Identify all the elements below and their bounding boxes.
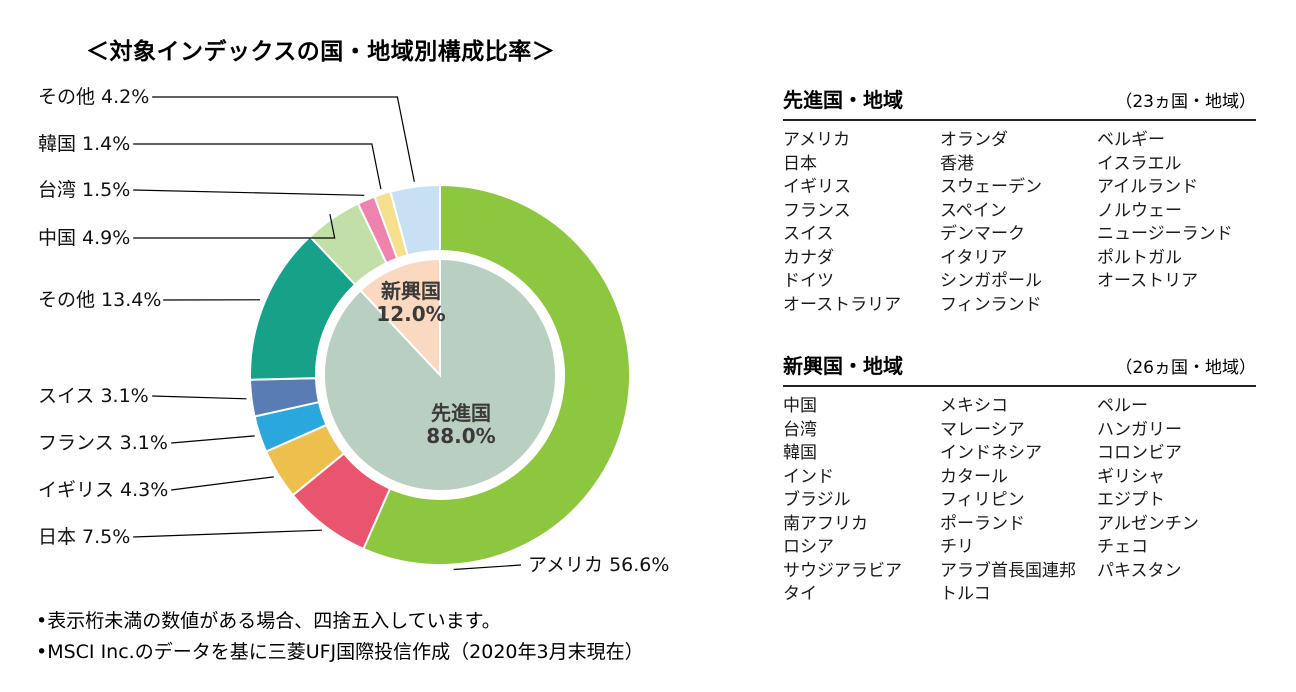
leader-line xyxy=(453,564,522,571)
leader-line xyxy=(133,189,365,196)
footnote-rounding: •表示桁未満の数値がある場合、四捨五入しています。 xyxy=(36,610,501,632)
slice-label: 韓国 1.4% xyxy=(38,133,130,155)
inner-slice-name: 先進国 xyxy=(431,401,491,425)
country-item: 中国 xyxy=(783,396,817,416)
country-item: オランダ xyxy=(940,130,1008,150)
footnotes: •表示桁未満の数値がある場合、四捨五入しています。 •MSCI Inc.のデータ… xyxy=(36,606,644,668)
slice-label: スイス 3.1% xyxy=(38,385,149,407)
country-item: スウェーデン xyxy=(940,177,1042,197)
country-item: ポーランド xyxy=(940,513,1025,534)
country-item: タイ xyxy=(783,584,817,604)
slice-label: 台湾 1.5% xyxy=(38,179,130,201)
country-item: アラブ首長国連邦 xyxy=(940,560,1076,581)
inner-slice-name: 新興国 xyxy=(381,279,441,303)
developed-countries-table: 先進国・地域 （23ヵ国・地域） アメリカ日本イギリスフランススイスカナダドイツ… xyxy=(783,84,1256,317)
country-column: ペルーハンガリーコロンビアギリシャエジプトアルゼンチン チェコパキスタン xyxy=(1097,395,1254,607)
country-column: ベルギーイスラエルアイルランド ノルウェーニュージーランド ポルトガルオーストリア xyxy=(1097,129,1254,317)
country-item: 韓国 xyxy=(783,443,817,463)
country-item: カナダ xyxy=(783,247,834,268)
country-item: 台湾 xyxy=(783,419,817,440)
outer-ring-slice xyxy=(389,183,441,257)
leader-line xyxy=(152,395,247,400)
country-item: チリ xyxy=(940,537,974,557)
country-item: カタール xyxy=(940,466,1008,487)
country-item: ペルー xyxy=(1097,396,1148,416)
leader-line xyxy=(171,476,274,491)
country-item: アルゼンチン xyxy=(1097,513,1199,534)
developed-country-list: アメリカ 日本 イギリス フランス スイス カナダ ドイツ オーストラリア オランダ 香港 スウェー… xyxy=(783,121,1256,317)
inner-slice-value: 12.0% xyxy=(376,302,445,326)
country-item: オーストリア xyxy=(1097,271,1199,291)
footnote-source: •MSCI Inc.のデータを基に三菱UFJ国際投信作成（2020年3月末現在） xyxy=(36,641,644,663)
country-item: シンガポール xyxy=(940,271,1042,291)
developed-table-count: （23ヵ国・地域） xyxy=(1115,92,1256,112)
country-item: デンマーク xyxy=(940,224,1025,244)
country-item: メキシコ xyxy=(940,396,1008,416)
country-item: アイルランド xyxy=(1097,177,1199,197)
country-item: 南アフリカ xyxy=(783,513,868,534)
leader-line xyxy=(171,435,255,444)
country-column: 中国台湾韓国インドブラジル南アフリカロシアサウジアラビア タイ xyxy=(783,395,940,607)
country-item: パキスタン xyxy=(1097,560,1182,581)
country-item: フィンランド xyxy=(940,294,1042,315)
emerging-countries-table: 新興国・地域 （26ヵ国・地域） 中国台湾韓国インドブラジル南アフリカロシアサウ… xyxy=(783,350,1256,607)
emerging-table-header: 新興国・地域 （26ヵ国・地域） xyxy=(783,350,1256,387)
country-item: ノルウェー xyxy=(1097,200,1182,221)
country-item: ポルトガル xyxy=(1097,247,1182,268)
slice-label: 日本 7.5% xyxy=(38,526,130,548)
country-column: アメリカ日本イギリスフランススイスカナダドイツオーストラリア xyxy=(783,129,940,317)
country-item: イギリス xyxy=(783,177,851,197)
country-item: フランス xyxy=(783,200,851,221)
leader-line xyxy=(133,529,322,538)
leader-line xyxy=(133,143,382,190)
country-item: マレーシア xyxy=(940,419,1025,440)
country-item: イタリア xyxy=(940,247,1008,268)
inner-slice-value: 88.0% xyxy=(426,424,495,448)
leader-line xyxy=(133,213,336,239)
slice-label: フランス 3.1% xyxy=(38,432,168,454)
country-item: エジプト xyxy=(1097,490,1165,510)
leader-line xyxy=(152,96,415,182)
country-item: イスラエル xyxy=(1097,153,1182,174)
developed-table-title: 先進国・地域 xyxy=(783,88,903,112)
country-item: ドイツ xyxy=(783,271,834,291)
country-column: オランダ香港スウェーデン スペインデンマークイタリアシンガポール フィンランド xyxy=(940,129,1097,317)
country-item: ギリシャ xyxy=(1097,466,1165,487)
country-column: メキシコマレーシアインドネシア カタールフィリピンポーランドチリアラブ首長国連邦ト… xyxy=(940,395,1097,607)
country-item: サウジアラビア xyxy=(783,560,902,581)
country-item: ニュージーランド xyxy=(1097,224,1233,244)
country-item: アメリカ xyxy=(783,130,851,150)
country-item: ハンガリー xyxy=(1097,419,1182,440)
country-item: 香港 xyxy=(940,153,974,174)
country-item: スイス xyxy=(783,224,834,244)
country-item: オーストラリア xyxy=(783,294,902,315)
slice-label: イギリス 4.3% xyxy=(38,479,168,501)
inner-pie-slice xyxy=(359,257,441,378)
emerging-table-count: （26ヵ国・地域） xyxy=(1115,358,1256,378)
slice-label: アメリカ 56.6% xyxy=(528,554,669,576)
slice-label: 中国 4.9% xyxy=(38,227,130,249)
country-item: チェコ xyxy=(1097,537,1148,557)
country-item: 日本 xyxy=(783,153,817,174)
country-item: ベルギー xyxy=(1097,130,1165,150)
emerging-country-list: 中国 台湾 韓国 インド ブラジル 南アフリカ ロシア サウジアラビア タイ メキシコ マレーシアイ… xyxy=(783,387,1256,607)
page-title: ＜対象インデックスの国・地域別構成比率＞ xyxy=(86,39,556,65)
slice-label: その他 4.2% xyxy=(38,86,149,108)
slice-label: その他 13.4% xyxy=(38,289,161,311)
country-item: スペイン xyxy=(940,200,1007,221)
outer-ring-slice xyxy=(362,183,631,566)
country-item: コロンビア xyxy=(1097,443,1182,463)
country-item: トルコ xyxy=(940,584,991,604)
developed-table-header: 先進国・地域 （23ヵ国・地域） xyxy=(783,84,1256,121)
emerging-table-title: 新興国・地域 xyxy=(783,354,903,378)
country-item: フィリピン xyxy=(940,490,1025,510)
country-item: インド xyxy=(783,466,834,487)
country-item: ロシア xyxy=(783,537,834,557)
country-item: ブラジル xyxy=(783,490,851,510)
country-item: インドネシア xyxy=(940,443,1042,463)
